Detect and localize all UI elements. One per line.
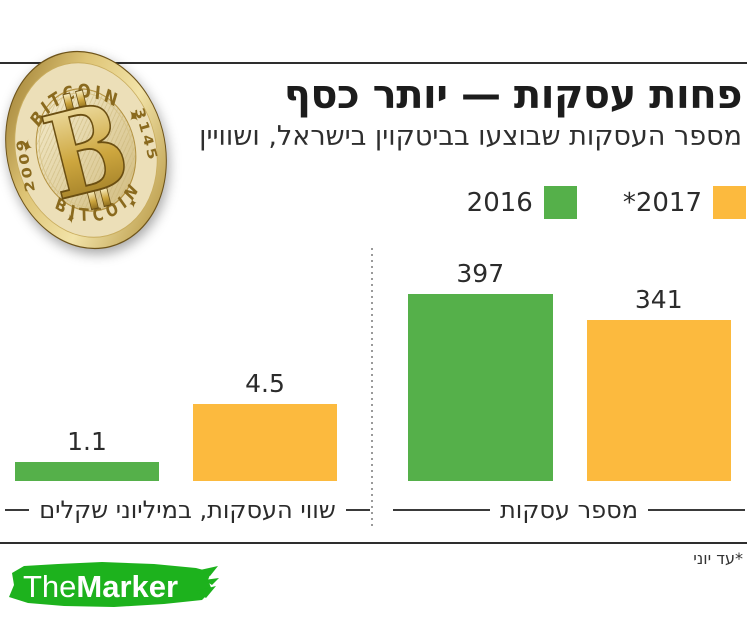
legend-label-2017: *2017: [622, 187, 702, 218]
chart-group-transaction-value: 1.1 4.5: [15, 241, 337, 481]
coin-star-icon: ✦: [64, 210, 77, 228]
page-title: פחות עסקות — יותר כסף: [283, 72, 743, 118]
bar-2016-value: [15, 462, 159, 481]
axis-label-transaction-value: שווי העסקות, במיליוני שקלים: [5, 496, 370, 524]
bar-column-2016-value: 1.1: [15, 429, 159, 481]
legend-swatch-2017: [713, 186, 746, 219]
bar-value-label: 397: [456, 259, 505, 288]
axis-label-text: מספר עסקות: [500, 496, 638, 524]
bar-2017-count: [586, 320, 731, 481]
legend-swatch-2016: [543, 186, 577, 219]
bar-column-2016-count: 397: [408, 261, 553, 481]
logo-brush-shape: [9, 562, 219, 607]
chart-group-transaction-count: 397 341: [408, 241, 731, 481]
themarker-logo: TheMarker: [9, 562, 219, 607]
bar-value-label: 1.1: [67, 427, 107, 456]
bar-2016-count: [408, 294, 553, 481]
logo-text: TheMarker: [23, 569, 178, 604]
axis-label-transaction-count: מספר עסקות: [393, 496, 746, 524]
footnote: *עד יוני: [693, 549, 743, 568]
axis-dash-line: [345, 509, 370, 511]
top-divider-line: [0, 62, 747, 64]
legend: 2016 *2017: [467, 186, 746, 219]
bar-column-2017-value: 4.5: [193, 371, 337, 481]
bar-value-label: 4.5: [245, 369, 285, 398]
page-subtitle: מספר העסקות שבוצעו בביטקוין בישראל, ושוו…: [199, 121, 742, 152]
bar-2017-value: [193, 404, 337, 481]
legend-label-2016: 2016: [466, 187, 533, 218]
axis-dash-line: [648, 509, 746, 511]
dotted-separator: [371, 248, 373, 528]
axis-dash-line: [5, 509, 30, 511]
bottom-divider-line: [0, 542, 747, 544]
bar-column-2017-count: 341: [586, 285, 731, 481]
coin-star-icon: ✦: [126, 194, 139, 212]
bitcoin-coin-image: ✦ BITCOIN ✦ BITCOIN 2009 3145 ✦ ✦ B: [5, 50, 167, 250]
axis-label-text: שווי העסקות, במיליוני שקלים: [39, 496, 336, 524]
legend-item-2016: 2016: [467, 186, 577, 219]
bar-value-label: 341: [634, 285, 683, 314]
axis-dash-line: [393, 509, 491, 511]
legend-item-2017: *2017: [623, 186, 746, 219]
